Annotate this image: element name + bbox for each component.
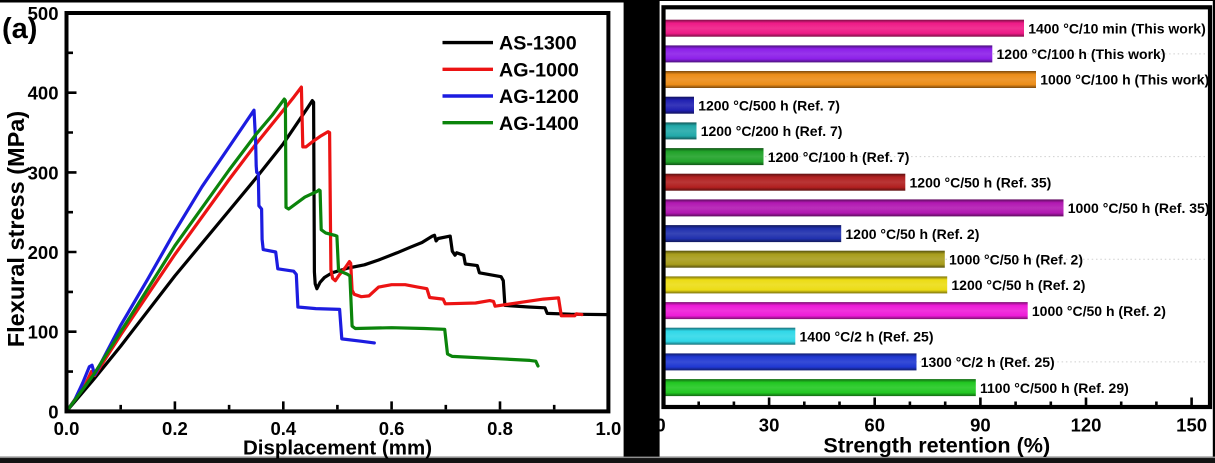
svg-text:1200 °C/50 h (Ref. 2): 1200 °C/50 h (Ref. 2) [845, 226, 979, 242]
svg-text:90: 90 [970, 414, 991, 435]
svg-text:0.8: 0.8 [487, 418, 513, 439]
svg-text:100: 100 [28, 322, 59, 343]
svg-text:Strength retention (%): Strength retention (%) [823, 433, 1050, 458]
svg-text:1400 °C/2 h (Ref. 25): 1400 °C/2 h (Ref. 25) [800, 328, 934, 344]
svg-text:0.6: 0.6 [379, 418, 405, 439]
svg-text:0.4: 0.4 [270, 418, 296, 439]
svg-text:0: 0 [48, 401, 58, 422]
svg-text:AG-1400: AG-1400 [499, 113, 579, 135]
svg-text:1000 °C/50 h (Ref. 35): 1000 °C/50 h (Ref. 35) [1068, 200, 1210, 216]
svg-text:AG-1200: AG-1200 [499, 86, 579, 108]
svg-text:1200 °C/100 h (Ref. 7): 1200 °C/100 h (Ref. 7) [768, 149, 910, 165]
svg-text:1.0: 1.0 [596, 418, 622, 439]
svg-text:Displacement (mm): Displacement (mm) [243, 437, 432, 460]
svg-text:AS-1300: AS-1300 [499, 33, 577, 55]
svg-text:1200 °C/500 h (Ref. 7): 1200 °C/500 h (Ref. 7) [698, 97, 840, 113]
svg-text:AG-1000: AG-1000 [499, 59, 579, 81]
svg-text:400: 400 [28, 83, 59, 104]
svg-text:1200 °C/200 h (Ref. 7): 1200 °C/200 h (Ref. 7) [701, 123, 843, 139]
svg-text:150: 150 [1176, 414, 1207, 435]
svg-text:60: 60 [864, 414, 885, 435]
svg-text:1300 °C/2 h (Ref. 25): 1300 °C/2 h (Ref. 25) [921, 354, 1055, 370]
svg-text:300: 300 [28, 162, 59, 183]
svg-text:30: 30 [759, 414, 780, 435]
svg-text:1400 °C/10 min (This work): 1400 °C/10 min (This work) [1028, 20, 1206, 36]
svg-text:200: 200 [28, 242, 59, 263]
svg-text:1200 °C/50 h (Ref. 35): 1200 °C/50 h (Ref. 35) [910, 174, 1052, 190]
svg-text:120: 120 [1071, 414, 1102, 435]
svg-text:1000 °C/50 h (Ref. 2): 1000 °C/50 h (Ref. 2) [949, 251, 1083, 267]
svg-text:1200 °C/50 h (Ref. 2): 1200 °C/50 h (Ref. 2) [951, 277, 1085, 293]
svg-text:1000 °C/100 h (This work): 1000 °C/100 h (This work) [1040, 72, 1209, 88]
svg-text:(a): (a) [2, 13, 37, 45]
svg-text:1200 °C/100 h (This work): 1200 °C/100 h (This work) [997, 46, 1166, 62]
svg-text:1100 °C/500 h (Ref. 29): 1100 °C/500 h (Ref. 29) [980, 380, 1129, 396]
svg-text:0: 0 [655, 414, 665, 435]
svg-text:500: 500 [28, 3, 59, 24]
svg-text:0.0: 0.0 [54, 418, 80, 439]
svg-text:Flexural stress (MPa): Flexural stress (MPa) [3, 111, 29, 347]
svg-text:1000 °C/50 h (Ref. 2): 1000 °C/50 h (Ref. 2) [1032, 303, 1166, 319]
svg-text:0.2: 0.2 [162, 418, 188, 439]
